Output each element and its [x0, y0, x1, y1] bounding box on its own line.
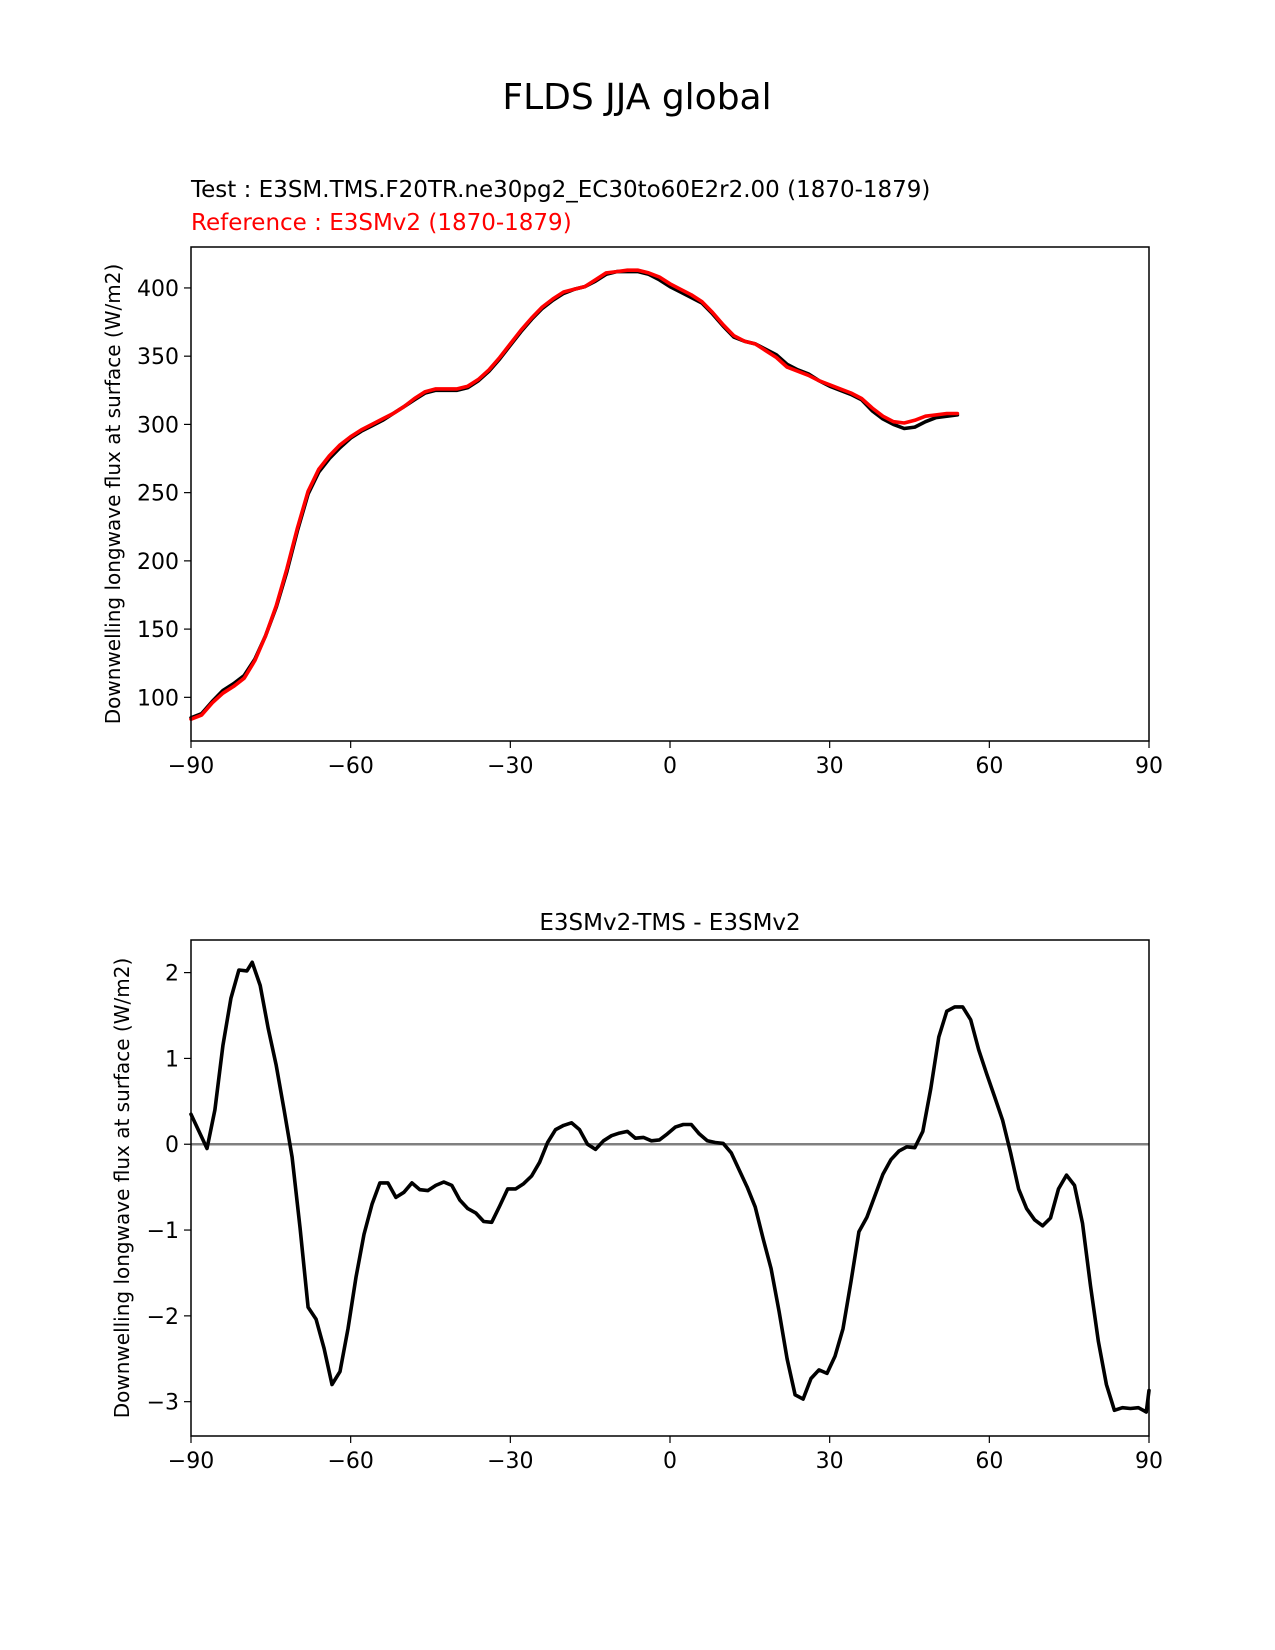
bottom-series-difference-line — [189, 960, 1151, 1414]
top-xtick-label: 90 — [1135, 754, 1163, 779]
top-chart-frame — [190, 246, 1150, 742]
top-xtick-label: 30 — [816, 754, 844, 779]
top-chart: Downwelling longwave flux at surface (W/… — [101, 246, 1163, 779]
top-ylabel: Downwelling longwave flux at surface (W/… — [101, 264, 125, 725]
bottom-ytick-label: −2 — [147, 1305, 179, 1330]
top-series-reference-line — [189, 268, 960, 722]
top-xtick-label: −30 — [487, 754, 533, 779]
bottom-ylabel: Downwelling longwave flux at surface (W/… — [110, 958, 134, 1419]
reference-label: Reference : E3SMv2 (1870-1879) — [191, 210, 572, 236]
top-ytick-label: 200 — [137, 550, 179, 575]
test-label: Test : E3SM.TMS.F20TR.ne30pg2_EC30to60E2… — [190, 177, 930, 203]
top-ytick-label: 300 — [137, 413, 179, 438]
bottom-xtick-label: 90 — [1135, 1449, 1163, 1474]
bottom-ytick-label: 0 — [165, 1133, 179, 1158]
bottom-chart: E3SMv2-TMS - E3SMv2 Downwelling longwave… — [110, 910, 1163, 1474]
top-ytick-label: 150 — [137, 618, 179, 643]
top-ytick-label: 250 — [137, 482, 179, 507]
bottom-chart-title: E3SMv2-TMS - E3SMv2 — [539, 910, 800, 936]
bottom-xtick-label: −60 — [327, 1449, 373, 1474]
bottom-xtick-label: −90 — [168, 1449, 214, 1474]
top-xtick-label: 60 — [975, 754, 1003, 779]
bottom-xtick-label: −30 — [487, 1449, 533, 1474]
top-xtick-label: −90 — [168, 754, 214, 779]
bottom-xtick-label: 0 — [663, 1449, 677, 1474]
bottom-ytick-label: 1 — [165, 1047, 179, 1072]
top-ytick-label: 400 — [137, 277, 179, 302]
bottom-ytick-label: −1 — [147, 1219, 179, 1244]
bottom-ytick-label: −3 — [147, 1391, 179, 1416]
bottom-xtick-label: 30 — [816, 1449, 844, 1474]
top-xtick-label: 0 — [663, 754, 677, 779]
top-ytick-label: 100 — [137, 686, 179, 711]
top-ytick-label: 350 — [137, 345, 179, 370]
bottom-chart-frame — [190, 939, 1150, 1437]
figure-title: FLDS JJA global — [502, 77, 771, 118]
bottom-ytick-label: 2 — [165, 962, 179, 987]
top-xtick-label: −60 — [327, 754, 373, 779]
bottom-xtick-label: 60 — [975, 1449, 1003, 1474]
